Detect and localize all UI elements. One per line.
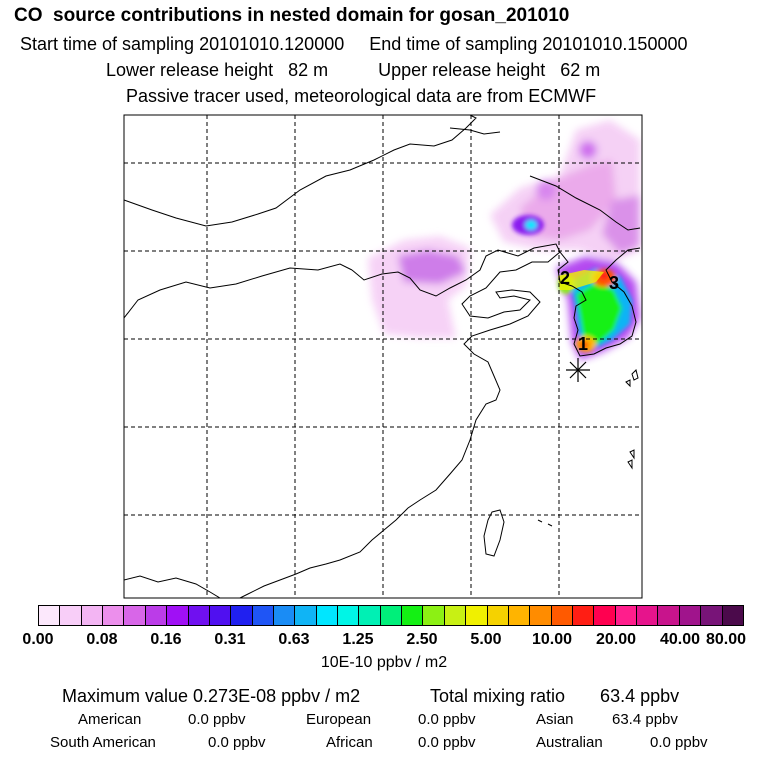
colorbar-cell bbox=[295, 606, 317, 625]
plot-title: CO source contributions in nested domain… bbox=[14, 5, 570, 26]
colorbar-cell bbox=[209, 606, 232, 625]
american-value: 0.0 ppbv bbox=[188, 711, 246, 728]
australian-label: Australian bbox=[536, 734, 603, 751]
colorbar-cell bbox=[103, 606, 125, 625]
colorbar-cell bbox=[402, 606, 424, 625]
mainland-coast bbox=[239, 243, 561, 598]
african-label: African bbox=[326, 734, 373, 751]
colorbar-cell bbox=[359, 606, 381, 625]
colorbar-cell bbox=[252, 606, 274, 625]
plume-low-bohai bbox=[398, 250, 466, 284]
south-american-label: South American bbox=[50, 734, 156, 751]
colorbar-cell bbox=[423, 606, 445, 625]
colorbar-tick: 0.16 bbox=[150, 631, 182, 648]
european-value: 0.0 ppbv bbox=[418, 711, 476, 728]
colorbar-cell bbox=[615, 606, 638, 625]
colorbar-cell bbox=[487, 606, 509, 625]
end-time: End time of sampling 20101010.150000 bbox=[369, 34, 688, 54]
colorbar bbox=[38, 605, 744, 626]
colorbar-cell bbox=[39, 606, 61, 625]
mongolia-border bbox=[124, 115, 477, 227]
lower-release-height: Lower release height 82 m bbox=[106, 60, 329, 80]
colorbar-cell bbox=[81, 606, 104, 625]
colorbar-cell bbox=[701, 606, 723, 625]
taiwan-island bbox=[483, 509, 505, 557]
colorbar-cell bbox=[722, 606, 743, 625]
colorbar-unit: 10E-10 ppbv / m2 bbox=[320, 654, 448, 671]
plume-peak-south-core bbox=[579, 341, 589, 349]
colorbar-tick: 40.00 bbox=[659, 631, 701, 648]
colorbar-cell bbox=[167, 606, 189, 625]
marker-2: 2 bbox=[560, 268, 570, 288]
colorbar-cell bbox=[466, 606, 488, 625]
upper-release-height: Upper release height 62 m bbox=[378, 60, 601, 80]
colorbar-cell bbox=[679, 606, 702, 625]
map-frame bbox=[123, 114, 643, 599]
european-label: European bbox=[306, 711, 372, 728]
colorbar-cell bbox=[572, 606, 595, 625]
concentration-field bbox=[368, 120, 640, 360]
colorbar-cell bbox=[444, 606, 467, 625]
colorbar-cell bbox=[338, 606, 360, 625]
colorbar-cell bbox=[380, 606, 403, 625]
colorbar-tick: 80.00 bbox=[705, 631, 747, 648]
receptor-star-icon bbox=[566, 358, 590, 382]
max-value: Maximum value 0.273E-08 ppbv / m2 bbox=[62, 686, 361, 706]
colorbar-cell bbox=[273, 606, 296, 625]
colorbar-cell bbox=[508, 606, 531, 625]
colorbar-cell bbox=[188, 606, 210, 625]
colorbar-cell bbox=[316, 606, 339, 625]
american-label: American bbox=[78, 711, 142, 728]
start-time: Start time of sampling 20101010.120000 bbox=[20, 34, 345, 54]
colorbar-cell bbox=[594, 606, 616, 625]
asian-label: Asian bbox=[536, 711, 574, 728]
colorbar-tick: 0.31 bbox=[214, 631, 246, 648]
colorbar-tick: 20.00 bbox=[595, 631, 637, 648]
colorbar-cell bbox=[637, 606, 659, 625]
plume-core-liaoning-inner bbox=[525, 220, 537, 230]
sampling-times: Start time of sampling 20101010.120000 E… bbox=[20, 34, 687, 55]
colorbar-tick: 0.08 bbox=[86, 631, 118, 648]
colorbar-tick: 0.00 bbox=[22, 631, 54, 648]
russia-border bbox=[449, 127, 641, 231]
colorbar-tick: 10.00 bbox=[531, 631, 573, 648]
model-note: Passive tracer used, meteorological data… bbox=[126, 86, 597, 106]
asian-value: 63.4 ppbv bbox=[612, 711, 678, 728]
colorbar-cell bbox=[60, 606, 82, 625]
colorbar-cell bbox=[145, 606, 168, 625]
korea-peninsula bbox=[557, 247, 641, 357]
plume-high-korea bbox=[576, 282, 622, 344]
colorbar-cell bbox=[551, 606, 573, 625]
colorbar-cell bbox=[231, 606, 253, 625]
hainan-hint bbox=[124, 575, 221, 598]
south-american-value: 0.0 ppbv bbox=[208, 734, 266, 751]
coastlines bbox=[124, 115, 641, 598]
plume-spot-north bbox=[579, 141, 597, 159]
colorbar-cell bbox=[530, 606, 552, 625]
colorbar-tick: 5.00 bbox=[470, 631, 502, 648]
japan-islands bbox=[537, 369, 639, 527]
china-border-west bbox=[124, 263, 353, 319]
colorbar-tick: 0.63 bbox=[278, 631, 310, 648]
release-heights: Lower release height 82 m Upper release … bbox=[106, 60, 600, 81]
australian-value: 0.0 ppbv bbox=[650, 734, 708, 751]
colorbar-tick: 1.25 bbox=[342, 631, 374, 648]
total-mixing-ratio: Total mixing ratio 63.4 ppbv bbox=[430, 686, 680, 706]
marker-1: 1 bbox=[578, 334, 588, 354]
colorbar-cell bbox=[124, 606, 146, 625]
plume-low-manchuria bbox=[602, 195, 640, 254]
plume-spot-northwest bbox=[536, 180, 556, 200]
colorbar-cell bbox=[658, 606, 680, 625]
marker-3: 3 bbox=[609, 273, 619, 293]
african-value: 0.0 ppbv bbox=[418, 734, 476, 751]
colorbar-tick: 2.50 bbox=[406, 631, 438, 648]
lat-lon-grid bbox=[124, 115, 642, 598]
plume-low-north bbox=[520, 160, 616, 240]
